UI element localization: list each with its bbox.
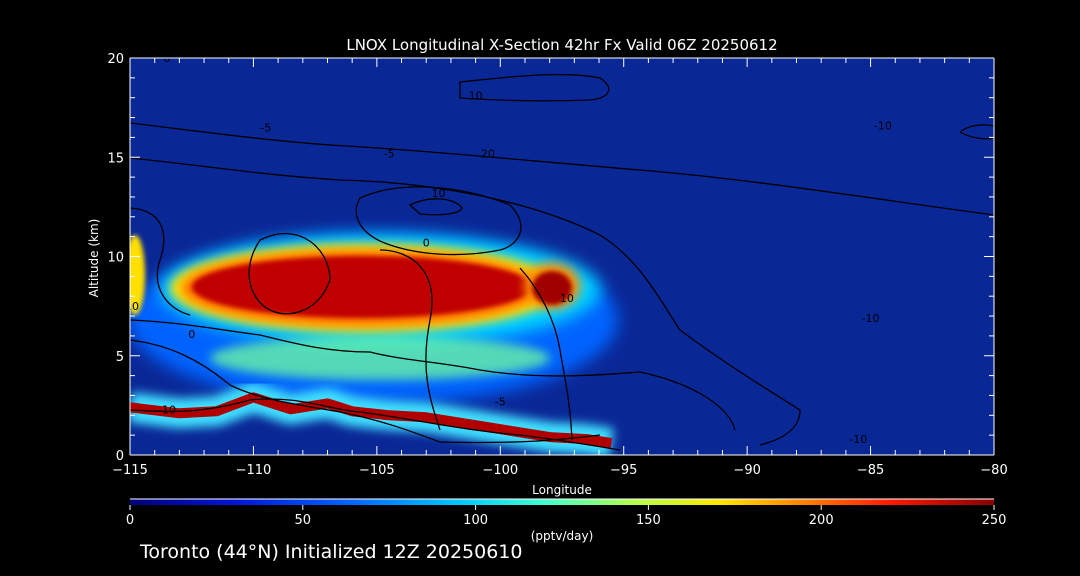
- contour-line: [130, 319, 736, 431]
- contour-line: [130, 157, 801, 446]
- contour-line: [130, 207, 191, 316]
- x-tick-label: −95: [610, 463, 637, 478]
- x-tick-label: −100: [482, 463, 518, 478]
- colorbar-tick-label: 0: [126, 513, 134, 528]
- contour-line: [379, 249, 441, 431]
- x-tick-label: −110: [236, 463, 272, 478]
- heat-region-red-main: [192, 256, 532, 318]
- contour-label: -10: [874, 119, 892, 132]
- colorbar-tick-labels: 0 50 100 150 200 250: [126, 505, 1007, 528]
- contour-line: [248, 233, 331, 315]
- y-axis-label: Altitude (km): [87, 219, 101, 298]
- contour-label: 10: [469, 90, 483, 103]
- heat-field: [130, 235, 618, 455]
- x-tick-label: −105: [359, 463, 395, 478]
- contour-line: [959, 124, 994, 140]
- heat-region-red-east-core: [532, 271, 572, 305]
- contour-line: [459, 73, 610, 102]
- heat-region-green: [210, 336, 550, 380]
- contour-line: [130, 339, 601, 444]
- y-tick-label: 15: [107, 151, 124, 166]
- contour-line: [130, 398, 621, 451]
- contour-lines: [130, 73, 994, 451]
- colorbar-tick-label: 50: [295, 513, 312, 528]
- contour-label: 10: [432, 187, 446, 200]
- colorbar-units: (pptv/day): [531, 529, 594, 543]
- heat-region-west-edge: [130, 235, 145, 315]
- chart-title: LNOX Longitudinal X-Section 42hr Fx Vali…: [346, 36, 777, 54]
- x-tick-label: −90: [733, 463, 760, 478]
- contour-line: [130, 122, 994, 216]
- contour-label: -5: [495, 395, 506, 408]
- x-tick-label: −85: [857, 463, 884, 478]
- colorbar-tick-label: 150: [636, 513, 661, 528]
- contour-line: [519, 267, 573, 441]
- contour-label: 10: [560, 292, 574, 305]
- colorbar: [130, 499, 994, 505]
- y-tick-label: 10: [107, 251, 124, 266]
- contour-label: -10: [158, 403, 176, 416]
- contour-label: 0: [188, 328, 195, 341]
- contour-label: 20: [481, 147, 495, 160]
- y-tick-label: 5: [116, 350, 124, 365]
- contour-label: -10: [862, 312, 880, 325]
- contour-line: [355, 186, 522, 256]
- x-axis-ticks: −115 −110 −105 −100 −95 −90 −85 −80: [112, 58, 1008, 478]
- y-tick-label: 20: [107, 52, 124, 67]
- y-tick-label: 0: [116, 449, 124, 464]
- contour-label: -5: [384, 147, 395, 160]
- contour-label: -5: [260, 121, 271, 134]
- x-tick-label: −115: [112, 463, 148, 478]
- x-tick-label: −80: [980, 463, 1007, 478]
- colorbar-tick-label: 100: [463, 513, 488, 528]
- colorbar-tick-label: 250: [982, 513, 1007, 528]
- contour-label: -10: [849, 433, 867, 446]
- colorbar-tick-label: 200: [809, 513, 834, 528]
- contour-label: 0: [423, 237, 430, 250]
- init-footer: Toronto (44°N) Initialized 12Z 20250610: [140, 541, 523, 563]
- x-axis-label: Longitude: [532, 483, 592, 497]
- y-axis-ticks: 0 5 10 15 20: [107, 52, 994, 464]
- contour-line: [408, 198, 463, 216]
